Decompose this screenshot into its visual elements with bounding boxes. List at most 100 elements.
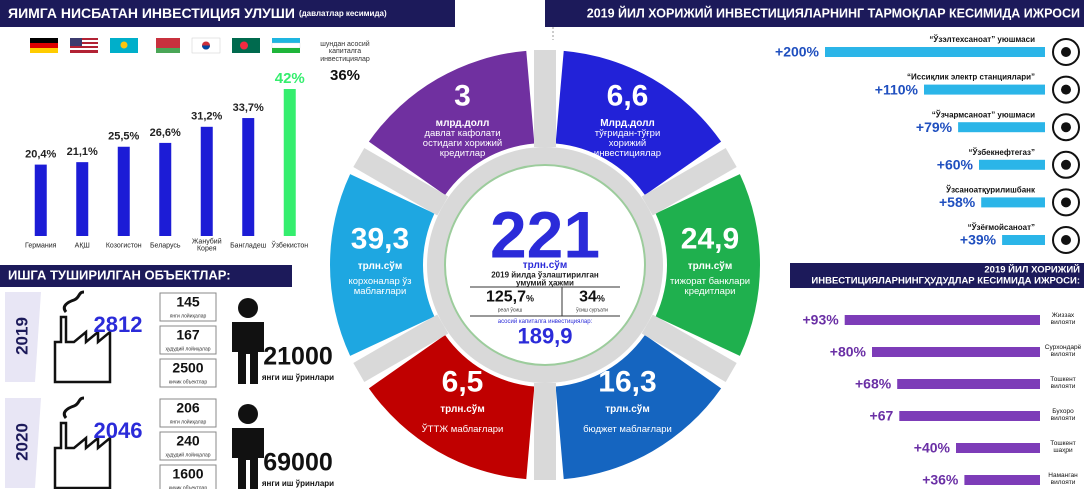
value-label: 42%: [275, 70, 305, 87]
jobs: 69000: [263, 449, 333, 477]
infographic: ЯИМГА НИСБАТАН ИНВЕСТИЦИЯ УЛУШИ(давлатла…: [0, 0, 1084, 489]
segment-label: корхоналар ўз маблағлари: [330, 277, 430, 297]
segment-label: тижорат банклари кредитлари: [660, 277, 760, 297]
bar: [825, 47, 1045, 57]
value-label: 20,4%: [25, 149, 56, 161]
jobs-label: янги иш ўринлари: [262, 373, 334, 382]
annotation: шундан асосий капиталга инвестициялар: [309, 41, 381, 63]
spoke: [534, 383, 556, 480]
icon: [1061, 85, 1071, 95]
total: 2812: [94, 312, 143, 337]
item-label: кичик объектлар: [169, 379, 207, 385]
value-label: +79%: [916, 119, 953, 135]
category-label: “Ўзбекнефтегаз”: [968, 148, 1035, 157]
segment-value: 6,5: [442, 366, 484, 398]
category-label: “Ўзёғмойсаноат”: [968, 223, 1035, 232]
chart-title: 2019 ЙИЛ ХОРИЖИЙ ИНВЕСТИЦИЯЛАРНИНГ ТАРМО…: [587, 5, 1080, 20]
bar: [118, 147, 130, 236]
bar: [242, 118, 254, 236]
item-label: янги лойиҳалар: [170, 418, 207, 425]
segment-value: 3: [454, 80, 471, 112]
value-label: +68%: [855, 376, 892, 392]
segment-value: 6,6: [607, 80, 649, 112]
year-label: 2019: [12, 317, 31, 355]
x-tick-label: Беларусь: [145, 242, 187, 249]
icon: [1061, 160, 1071, 170]
worker-icon: [238, 404, 258, 424]
value-label: 26,6%: [150, 127, 181, 139]
item-value: 1600: [172, 466, 203, 482]
segment-label: тўғридан-тўғри хорижий инвестициялар: [578, 129, 678, 159]
value-label: +80%: [830, 344, 867, 360]
segment-unit: трлн.сўм: [688, 262, 732, 273]
segment-label: бюджет маблағлари: [578, 425, 678, 435]
title-text: ЯИМГА НИСБАТАН ИНВЕСТИЦИЯ УЛУШИ: [8, 5, 295, 21]
jobs-label: янги иш ўринлари: [262, 479, 334, 488]
icon: [1061, 197, 1071, 207]
jobs: 21000: [263, 343, 333, 371]
item-value: 206: [176, 400, 200, 416]
value-label: +60%: [937, 157, 974, 173]
unit: %: [526, 294, 534, 304]
item-label: ҳудудий лойиҳалар: [165, 451, 210, 458]
value-label: +36%: [922, 472, 959, 488]
category-label: Тошкент вилояти: [1043, 377, 1083, 391]
growth-rate: 34%: [579, 290, 605, 307]
icon: [1061, 47, 1071, 57]
category-label: Сурхондарё вилояти: [1043, 345, 1083, 359]
smoke-icon: [64, 292, 84, 312]
value: 34: [579, 289, 597, 306]
segment-value: 24,9: [681, 223, 739, 255]
item-value: 145: [176, 294, 200, 310]
category-label: Ўзсаноатқурилишбанк: [945, 186, 1036, 195]
bar: [956, 443, 1040, 453]
spoke: [534, 50, 556, 147]
segment-value: 16,3: [598, 366, 656, 398]
category-label: “Ўзэлтехсаноат” уюшмаси: [929, 35, 1035, 44]
bar: [76, 162, 88, 236]
value-label: +110%: [875, 81, 919, 97]
bar: [35, 165, 47, 236]
item-label: кичик объектлар: [169, 485, 207, 489]
growth-label: ўсиш суръати: [576, 308, 608, 313]
growth-real: 125,7%: [486, 290, 534, 307]
icon: [1061, 122, 1071, 132]
category-label: Тошкент шаҳри: [1043, 441, 1083, 455]
center-label: 2019 йилда ўзлаштирилган умумий ҳажми: [490, 272, 600, 289]
icon: [1061, 235, 1071, 245]
bar: [1002, 235, 1045, 245]
unit: %: [597, 294, 605, 304]
total: 2046: [94, 418, 143, 443]
x-tick-label: Козогистон: [103, 242, 145, 249]
segment-unit: трлн.сўм: [605, 405, 649, 416]
item-value: 2500: [172, 360, 203, 376]
item-label: янги лойиҳалар: [170, 312, 207, 319]
year-label: 2020: [12, 423, 31, 461]
bar: [958, 122, 1045, 132]
value-label: 33,7%: [233, 102, 264, 114]
segment-label: давлат кафолати остидаги хорижий кредитл…: [413, 129, 513, 159]
bar: [964, 475, 1040, 485]
category-label: Жиззах вилояти: [1043, 313, 1083, 327]
item-value: 240: [176, 433, 200, 449]
category-label: “Иссиқлик электр станциялари”: [907, 73, 1035, 82]
bar: [897, 379, 1040, 389]
growth-label: реал ўсиш: [498, 308, 522, 313]
item-value: 167: [176, 327, 200, 343]
value-label: +67: [870, 408, 894, 424]
worker-icon: [232, 428, 264, 489]
value-label: +39%: [960, 232, 997, 248]
smoke-icon: [64, 398, 84, 418]
flags: [30, 38, 300, 53]
worker-icon: [238, 298, 258, 318]
value-label: +58%: [939, 194, 976, 210]
bar: [159, 143, 171, 236]
segment-value: 39,3: [351, 223, 409, 255]
bar: [924, 85, 1045, 95]
segment-unit: трлн.сўм: [358, 262, 402, 273]
bar: [979, 160, 1045, 170]
chart-title: ИНВЕСТИЦИЯЛАРНИНГҲУДУДЛАР КЕСИМИДА ИЖРОС…: [811, 276, 1080, 287]
x-tick-label: Ўзбекистон: [269, 242, 311, 249]
chart-title: 2019 ЙИЛ ХОРИЖИЙ: [984, 264, 1080, 276]
value-label: +40%: [914, 440, 951, 456]
